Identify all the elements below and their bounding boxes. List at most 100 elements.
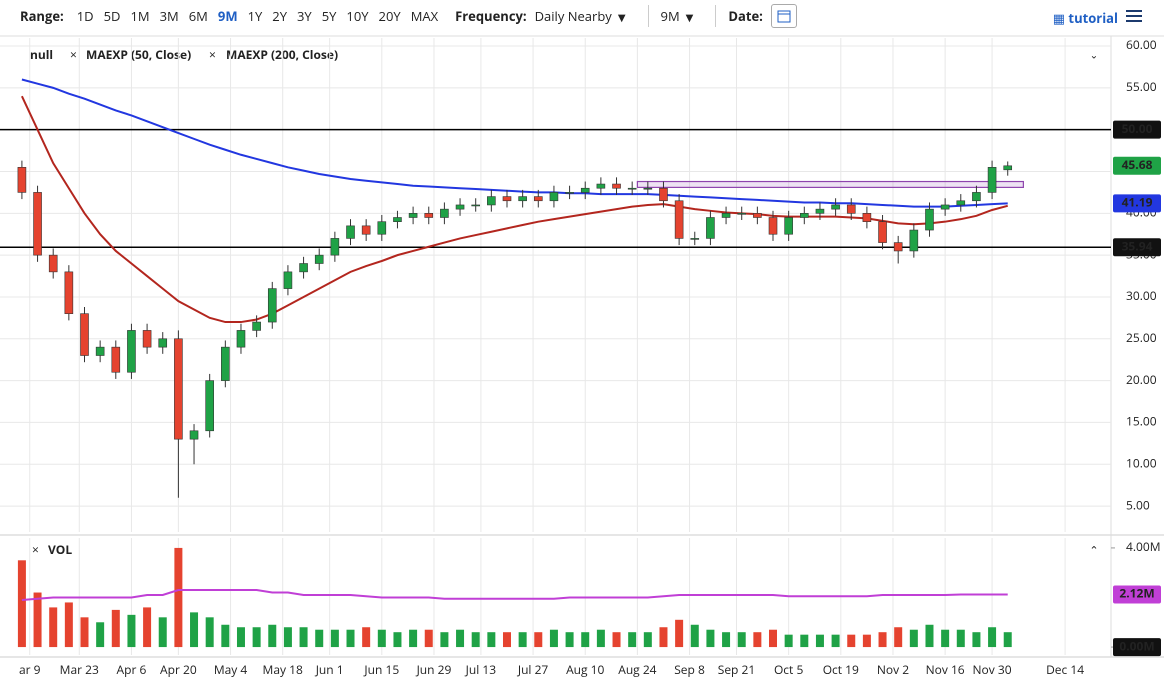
candle-body: [236, 330, 246, 348]
candle-body: [64, 271, 74, 314]
volume-bar: [909, 629, 918, 648]
y-tick-label: 20.00: [1126, 371, 1157, 388]
volume-bar: [377, 629, 386, 648]
frequency-select[interactable]: Daily Nearby ▼: [535, 7, 626, 25]
range-button[interactable]: 3M: [159, 7, 179, 25]
volume-bar: [628, 632, 637, 648]
range-button[interactable]: 5D: [103, 7, 121, 25]
y-tick-label: 30.00: [1126, 287, 1157, 304]
value-badge: [1113, 194, 1161, 213]
ma-line: [21, 78, 1008, 208]
volume-bar: [346, 629, 355, 648]
range-button[interactable]: 1Y: [247, 7, 263, 25]
candle-body: [909, 229, 919, 252]
candle-body: [580, 187, 590, 193]
range-button[interactable]: 1D: [76, 7, 94, 25]
volume-bar: [988, 627, 997, 648]
candle-body: [408, 213, 418, 218]
last-price-label: 45.68: [1122, 156, 1153, 173]
candle-body: [987, 167, 997, 193]
x-tick-label: Nov 2: [877, 661, 909, 678]
range-button[interactable]: 20Y: [378, 7, 401, 25]
range-button[interactable]: 10Y: [346, 7, 369, 25]
candle-body: [80, 313, 89, 356]
legend-entry: MAEXP (50, Close): [86, 46, 191, 63]
volume-bar: [815, 634, 824, 648]
candle-body: [455, 204, 465, 210]
candle-body: [267, 288, 277, 323]
remove-icon[interactable]: ×: [209, 46, 216, 63]
tutorial-link[interactable]: ▦ tutorial: [1052, 9, 1118, 27]
volume-bar: [424, 629, 433, 648]
separator: [647, 5, 649, 27]
volume-bar: [236, 627, 245, 648]
candle-body: [111, 346, 121, 373]
volume-bar: [706, 629, 715, 648]
candle-body: [487, 196, 496, 206]
level-label: 50.00: [1122, 120, 1153, 137]
range-label: Range:: [20, 7, 64, 25]
range-button[interactable]: 6M: [188, 7, 208, 25]
volume-bar: [737, 632, 746, 648]
candle-body: [659, 187, 668, 202]
period-select[interactable]: 9M ▼: [661, 7, 694, 25]
volume-ma-line: [21, 589, 1008, 601]
calendar-button[interactable]: [770, 4, 797, 28]
volume-bar: [612, 632, 621, 648]
volume-bar: [111, 609, 120, 648]
volume-bar: [831, 634, 840, 648]
candle-body: [48, 254, 58, 273]
candle-body: [800, 213, 809, 218]
x-tick-label: Jun 15: [363, 661, 399, 678]
range-button[interactable]: 1M: [130, 7, 150, 25]
level-label: 35.94: [1122, 237, 1153, 254]
candle-body: [690, 238, 700, 240]
candle-body: [361, 225, 371, 235]
menu-button[interactable]: [1126, 10, 1142, 25]
y-tick-label: 15.00: [1126, 413, 1157, 430]
candle-body: [174, 338, 183, 440]
candle-body: [612, 183, 621, 189]
x-tick-label: Sep 21: [718, 661, 756, 678]
x-tick-label: Jun 1: [315, 661, 344, 678]
range-button[interactable]: 3Y: [297, 7, 312, 25]
candle-body: [940, 204, 950, 210]
separator: [715, 5, 717, 27]
candle-body: [502, 196, 512, 202]
volume-bar: [80, 617, 89, 648]
range-button[interactable]: 2Y: [272, 7, 287, 25]
volume-bar: [956, 629, 965, 648]
ma-line: [21, 95, 1008, 324]
candle-body: [158, 338, 168, 348]
x-tick-label: Aug 24: [618, 661, 656, 678]
candle-body: [518, 196, 527, 202]
candle-body: [831, 204, 840, 210]
volume-bar: [518, 632, 527, 648]
x-tick-label: May 4: [214, 661, 248, 678]
x-tick-label: Nov 30: [973, 661, 1012, 678]
range-button[interactable]: 9M: [217, 7, 238, 25]
chevron: ▼: [617, 10, 626, 24]
x-tick-label: Nov 16: [926, 661, 965, 678]
y-tick-label: 4.00M: [1126, 538, 1161, 555]
y-tick-label: 10.00: [1126, 454, 1157, 471]
zone: [636, 180, 1024, 188]
chart-title: null: [30, 46, 53, 63]
volume-bar: [268, 624, 277, 648]
volume-bar: [549, 629, 558, 648]
volume-bar: [862, 634, 871, 648]
range-button[interactable]: 5Y: [321, 7, 337, 25]
volume-bar: [502, 632, 511, 648]
remove-icon[interactable]: ×: [70, 46, 77, 63]
range-button[interactable]: MAX: [410, 7, 439, 25]
collapse-icon[interactable]: ⌄: [1090, 48, 1098, 62]
y-tick-label: 25.00: [1126, 329, 1157, 346]
value-badge: [1113, 585, 1161, 604]
remove-icon[interactable]: ×: [32, 541, 39, 558]
plot: [0, 38, 1111, 655]
expand-icon[interactable]: ⌃: [1089, 543, 1098, 558]
volume-bar: [362, 627, 371, 648]
x-tick-label: ar 9: [19, 661, 41, 678]
volume-bar: [252, 627, 261, 648]
